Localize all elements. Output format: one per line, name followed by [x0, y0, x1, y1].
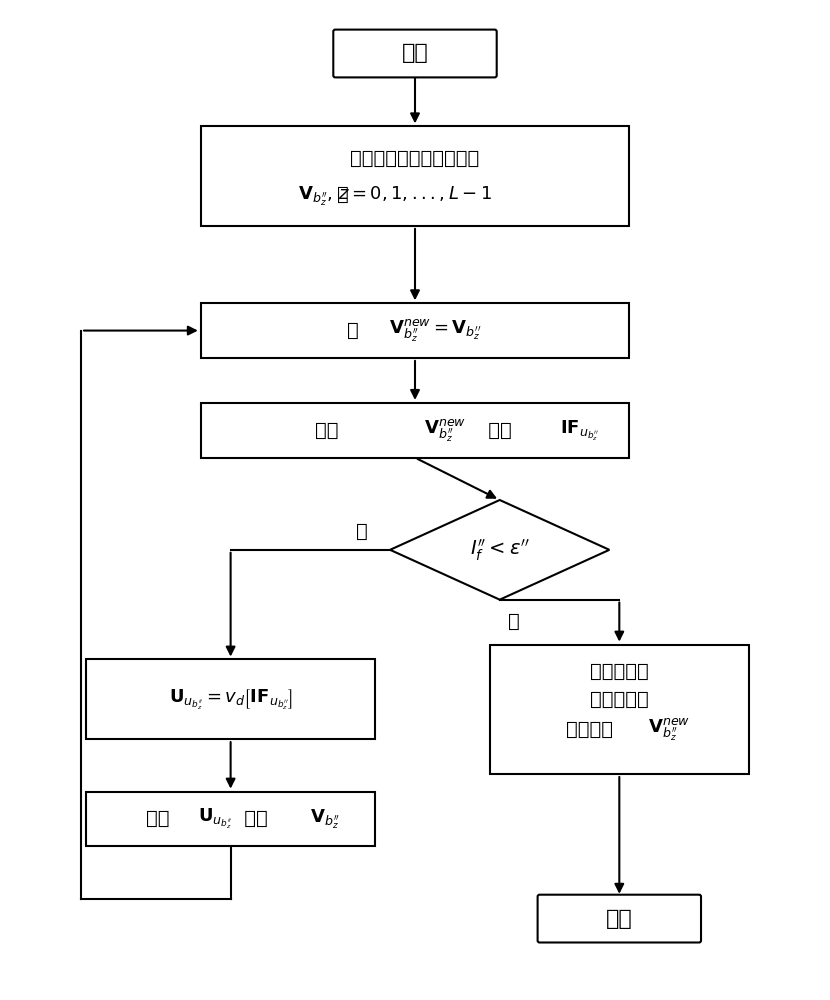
Text: $I_f'' < \varepsilon''$: $I_f'' < \varepsilon''$ — [470, 537, 530, 563]
Text: 否: 否 — [356, 522, 368, 541]
Text: 令: 令 — [347, 321, 365, 340]
Bar — [201, 126, 629, 226]
Text: 结束: 结束 — [606, 909, 632, 929]
Text: $\mathbf{V}_{b_z''}^{new}=\mathbf{V}_{b_z''}$: $\mathbf{V}_{b_z''}^{new}=\mathbf{V}_{b_… — [388, 317, 481, 344]
Text: $\mathbf{V}_{b_z''}^{new}$: $\mathbf{V}_{b_z''}^{new}$ — [424, 417, 466, 444]
Bar — [86, 792, 375, 846]
Text: $\mathbf{U}_{u_{b_z''}}$: $\mathbf{U}_{u_{b_z''}}$ — [198, 807, 233, 831]
Text: 成形矩阵: 成形矩阵 — [566, 720, 613, 739]
Bar — [86, 659, 375, 739]
Text: 得到所需要: 得到所需要 — [590, 662, 649, 681]
Bar — [201, 303, 629, 358]
Text: $\mathbf{IF}_{u_{b_z''}}$: $\mathbf{IF}_{u_{b_z''}}$ — [560, 418, 598, 443]
FancyBboxPatch shape — [334, 30, 496, 77]
Text: 根据: 根据 — [315, 421, 345, 440]
Text: 阵: 阵 — [337, 185, 355, 204]
Text: 计算: 计算 — [237, 809, 274, 828]
Text: 生成随机发送波束成形矩: 生成随机发送波束成形矩 — [350, 149, 480, 168]
Text: $\mathbf{V}_{b_z''}^{new}$: $\mathbf{V}_{b_z''}^{new}$ — [648, 716, 691, 743]
FancyBboxPatch shape — [538, 895, 701, 942]
Bar — [490, 645, 749, 774]
Text: 根据: 根据 — [146, 809, 176, 828]
Text: 开始: 开始 — [402, 43, 428, 63]
Polygon shape — [390, 500, 609, 600]
Text: $\mathbf{V}_{b_z''}$: $\mathbf{V}_{b_z''}$ — [310, 807, 340, 831]
Text: $\mathbf{U}_{u_{b_z''}}=v_d\left[\mathbf{IF}_{u_{b_z''}}\right]$: $\mathbf{U}_{u_{b_z''}}=v_d\left[\mathbf… — [168, 687, 293, 712]
Text: $\mathbf{V}_{b_z''}$, $z=0,1,...,L-1$: $\mathbf{V}_{b_z''}$, $z=0,1,...,L-1$ — [298, 184, 492, 208]
Text: 计算: 计算 — [481, 421, 518, 440]
Bar — [201, 403, 629, 458]
Text: 的发送波束: 的发送波束 — [590, 690, 649, 709]
Text: 是: 是 — [508, 612, 520, 631]
